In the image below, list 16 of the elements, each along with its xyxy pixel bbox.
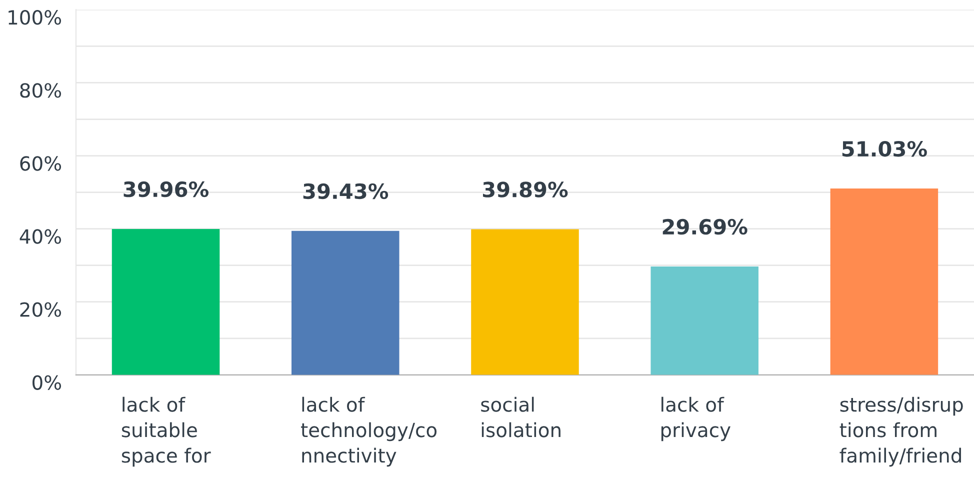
y-tick-label: 0% bbox=[32, 375, 62, 390]
data-label: 39.89% bbox=[482, 182, 568, 198]
data-label: 39.43% bbox=[303, 183, 388, 200]
y-tick-label: 20% bbox=[20, 302, 62, 317]
y-tick-label: 60% bbox=[20, 156, 62, 171]
x-tick-label: lack of privacy bbox=[661, 396, 730, 442]
x-tick-label: stress/disrup tions from family/friend bbox=[840, 396, 963, 467]
y-tick-label: 40% bbox=[20, 229, 62, 244]
x-tick-label: lack of suitable space for bbox=[122, 396, 211, 467]
y-tick-label: 100% bbox=[8, 10, 62, 25]
y-tick-label: 80% bbox=[20, 83, 62, 98]
data-label: 29.69% bbox=[662, 218, 748, 235]
x-tick-label: lack of technology/co nnectivity bbox=[301, 396, 437, 467]
data-label: 39.96% bbox=[124, 181, 208, 198]
data-label: 51.03% bbox=[842, 140, 927, 157]
x-tick-label: social isolation bbox=[481, 396, 560, 438]
